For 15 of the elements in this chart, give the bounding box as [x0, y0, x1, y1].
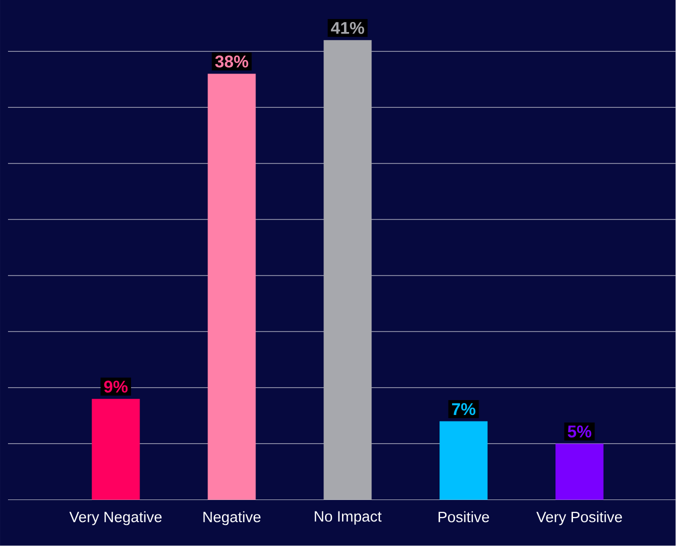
- bar: [92, 398, 140, 500]
- bar: [440, 421, 488, 500]
- x-tick-label: Negative: [203, 511, 261, 526]
- bar: [208, 74, 256, 500]
- data-label: 41%: [330, 22, 364, 34]
- data-label: 7%: [452, 403, 476, 416]
- bar: [555, 444, 604, 500]
- bar: [324, 40, 372, 500]
- data-label: 5%: [568, 426, 592, 438]
- x-tick-label: No Impact: [314, 511, 382, 525]
- data-label: 9%: [104, 380, 128, 393]
- x-tick-label: Very Negative: [69, 511, 162, 526]
- x-tick-label: Positive: [438, 511, 490, 522]
- data-label: 38%: [215, 56, 248, 68]
- x-tick-label: Very Positive: [536, 511, 622, 526]
